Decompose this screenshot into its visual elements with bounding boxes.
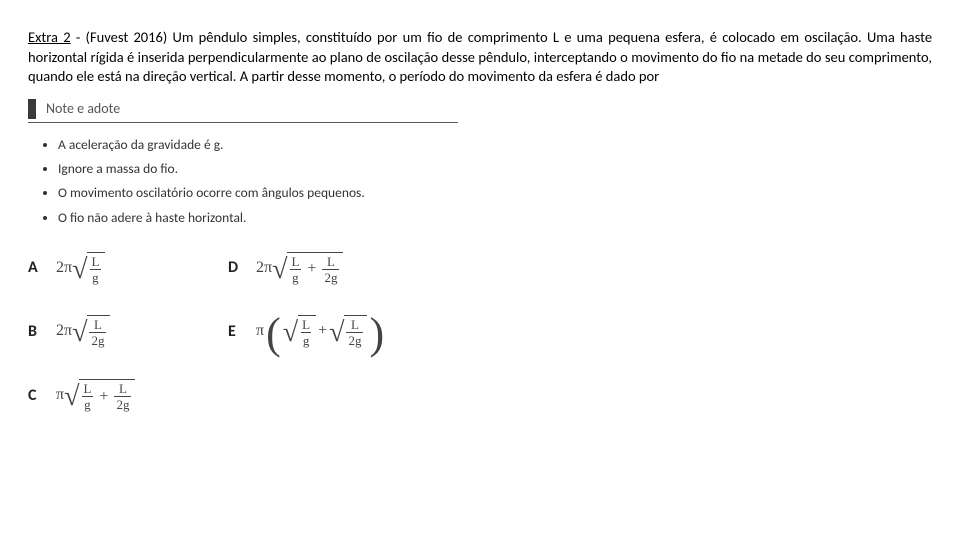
note-item: O fio não adere à haste horizontal. [58,206,932,230]
left-paren-icon: ( [264,316,283,351]
question-source: (Fuvest 2016) [86,28,168,46]
note-item: Ignore a massa do fio. [58,157,932,181]
radical-icon: √ [72,319,87,351]
formula-a: 2π √ L g [56,252,105,284]
right-paren-icon: ) [367,316,386,351]
answer-letter: E [228,322,242,341]
radical-icon: √ [72,256,87,288]
answer-c: C π √ L g + L 2g [28,379,228,411]
answer-d: D 2π √ L g + L 2g [228,252,488,284]
note-header: Note e adote [28,99,458,123]
note-item: O movimento oscilatório ocorre com ângul… [58,181,932,205]
radical-icon: √ [64,383,79,415]
answer-b: B 2π √ L 2g [28,314,228,349]
formula-b: 2π √ L 2g [56,315,110,347]
answer-letter: A [28,258,42,277]
note-bar [28,99,36,119]
formula-c: π √ L g + L 2g [56,379,135,411]
radical-icon: √ [329,319,344,351]
answer-letter: D [228,258,242,277]
answers-grid: A 2π √ L g D 2π √ L [28,252,932,411]
note-item: A aceleração da gravidade é g. [58,133,932,157]
answer-letter: C [28,386,42,405]
note-list: A aceleração da gravidade é g. Ignore a … [28,133,932,230]
note-title: Note e adote [46,100,120,117]
radical-icon: √ [283,319,298,351]
answer-letter: B [28,322,42,341]
question-text: Extra 2 - (Fuvest 2016) Um pêndulo simpl… [28,28,932,87]
answer-a: A 2π √ L g [28,252,228,284]
radical-icon: √ [272,256,287,288]
answer-e: E π ( √ L g + √ L 2g [228,314,488,349]
formula-e: π ( √ L g + √ L 2g [256,314,386,349]
question-label: Extra 2 [28,28,71,46]
formula-d: 2π √ L g + L 2g [256,252,343,284]
note-box: Note e adote A aceleração da gravidade é… [28,99,932,230]
